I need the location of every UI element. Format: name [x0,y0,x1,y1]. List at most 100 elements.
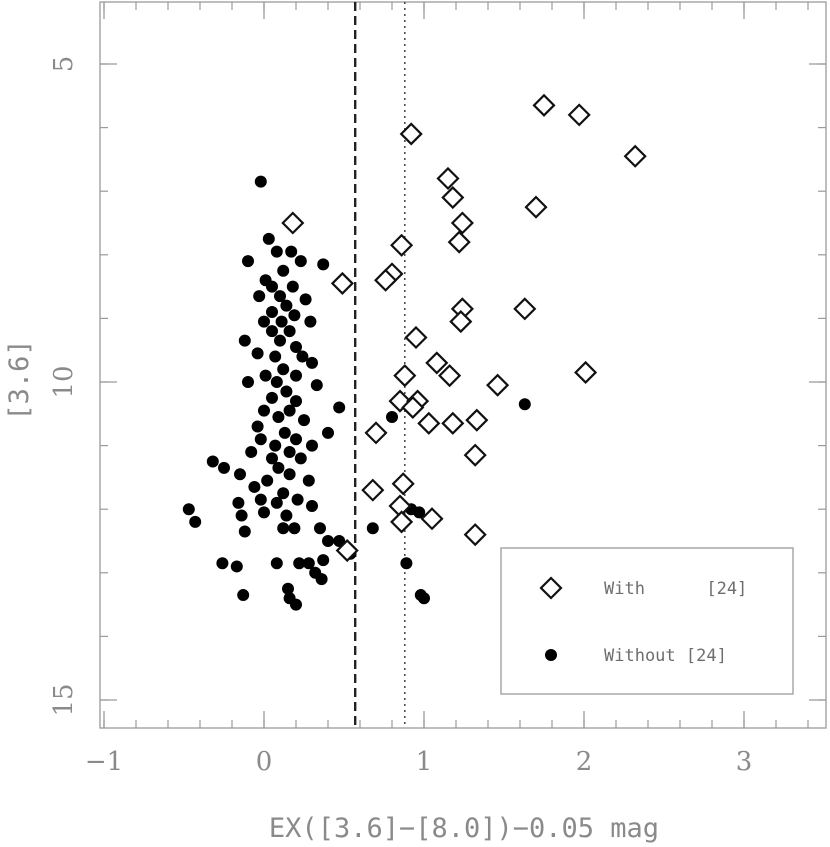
data-point-without-24 [266,325,278,338]
data-point-without-24 [266,452,278,465]
data-point-with-24 [401,395,425,419]
data-point-without-24 [235,509,248,522]
data-point-without-24 [283,325,296,338]
data-point-without-24 [290,341,302,354]
data-point-without-24 [285,245,298,258]
data-point-with-24 [574,360,598,385]
data-point-with-24 [486,373,510,397]
data-point-without-24 [270,496,283,509]
data-point-without-24 [245,445,258,458]
data-point-without-24 [294,452,307,465]
data-point-without-24 [317,258,330,271]
legend-label-without-24: Without [24] [604,646,727,666]
x-tick-label: 2 [576,747,593,777]
data-point-without-24 [259,369,272,382]
data-point-without-24 [333,401,346,414]
data-point-without-24 [518,398,531,411]
y-tick-label: 10 [49,365,79,398]
data-point-without-24 [310,379,323,392]
data-point-without-24 [291,493,304,506]
data-point-without-24 [237,589,250,602]
y-axis-label: [3.6] [4,339,35,420]
data-point-without-24 [299,293,312,306]
data-point-with-24 [364,421,388,445]
data-point-without-24 [306,500,318,513]
data-point-without-24 [275,315,288,328]
data-point-without-24 [272,410,285,423]
data-point-without-24 [270,557,283,570]
data-point-without-24 [258,315,270,328]
data-point-without-24 [282,582,294,595]
data-point-with-24 [524,195,548,219]
legend-marker-without-24 [545,649,557,661]
data-point-without-24 [277,264,290,277]
data-point-without-24 [270,376,283,388]
data-point-with-24 [463,443,487,467]
data-point-without-24 [283,468,296,481]
data-point-with-24 [390,233,414,257]
y-tick-label: 15 [49,683,79,716]
data-point-with-24 [391,472,415,496]
y-tick-label: 5 [49,56,79,73]
data-point-without-24 [277,363,290,376]
data-point-without-24 [238,334,251,347]
data-point-without-24 [314,522,326,535]
data-point-without-24 [266,280,278,293]
data-point-without-24 [283,445,296,458]
legend-marker-with-24 [539,576,563,600]
data-point-with-24 [399,122,423,146]
data-point-without-24 [254,493,267,506]
data-point-without-24 [413,506,426,519]
data-point-without-24 [294,255,307,268]
data-point-without-24 [218,461,230,474]
data-point-without-24 [269,439,282,452]
data-point-without-24 [258,404,270,417]
data-point-without-24 [290,433,302,446]
data-point-without-24 [216,557,229,570]
data-point-without-24 [238,525,251,538]
data-point-without-24 [261,474,274,487]
data-point-without-24 [306,356,318,369]
data-point-with-24 [623,144,647,168]
data-point-without-24 [386,410,398,423]
data-point-without-24 [232,496,245,509]
data-point-without-24 [274,334,286,347]
data-point-without-24 [366,522,379,535]
x-tick-label: 1 [416,747,433,777]
data-point-with-24 [449,310,473,334]
data-point-without-24 [254,433,267,446]
data-point-with-24 [441,411,465,435]
x-tick-label: −1 [85,747,123,777]
data-point-without-24 [277,522,290,535]
data-point-without-24 [322,535,334,547]
data-point-without-24 [290,395,302,408]
data-point-without-24 [234,468,246,481]
legend-label-with-24: With [24] [604,579,747,599]
data-point-without-24 [251,347,264,360]
data-point-without-24 [286,280,299,293]
data-point-with-24 [513,297,537,321]
data-point-with-24 [441,186,465,210]
data-point-with-24 [447,230,471,254]
data-point-without-24 [283,404,296,417]
data-point-without-24 [288,522,301,535]
data-point-without-24 [272,461,285,474]
data-point-without-24 [304,315,317,328]
data-point-with-24 [390,510,414,534]
data-point-without-24 [302,557,315,570]
data-point-with-24 [281,211,305,235]
data-point-without-24 [315,573,328,586]
data-point-with-24 [417,411,441,435]
legend-box [500,547,794,695]
data-point-without-24 [258,506,270,519]
data-point-without-24 [251,420,264,433]
data-point-without-24 [189,515,202,528]
data-point-with-24 [425,351,449,375]
data-point-without-24 [262,232,275,245]
data-point-without-24 [182,503,195,516]
data-point-without-24 [293,557,306,570]
x-axis-label: EX([3.6]−[8.0])−0.05 mag [269,813,659,844]
data-point-without-24 [230,560,243,573]
data-point-without-24 [296,350,309,363]
